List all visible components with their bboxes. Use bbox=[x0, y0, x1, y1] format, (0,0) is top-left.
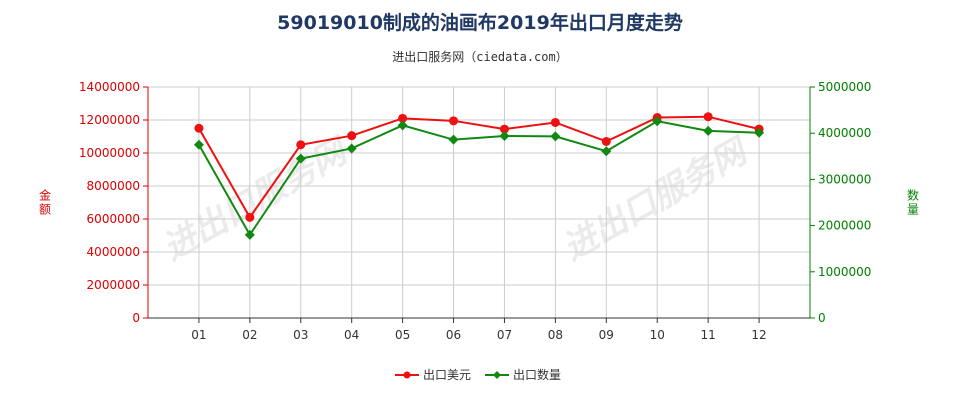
series-point-1 bbox=[499, 124, 509, 134]
watermark-text: 进出口服务网 bbox=[156, 130, 357, 269]
axis-layer: 0200000040000006000000800000010000000120… bbox=[39, 80, 919, 342]
series-line-1 bbox=[198, 115, 760, 220]
series-point-2 bbox=[703, 125, 714, 136]
left-tick-label: 2000000 bbox=[87, 278, 140, 292]
series-point-2 bbox=[244, 229, 255, 240]
left-tick-label: 6000000 bbox=[87, 212, 140, 226]
series-point-2 bbox=[397, 120, 408, 131]
x-tick-label: 10 bbox=[650, 328, 665, 342]
left-tick-label: 4000000 bbox=[87, 245, 140, 259]
series-point-1 bbox=[245, 212, 255, 222]
series-layer bbox=[193, 112, 765, 240]
right-tick-label: 2000000 bbox=[818, 219, 871, 233]
x-tick-label: 05 bbox=[395, 328, 410, 342]
series-point-2 bbox=[499, 130, 510, 141]
x-tick-label: 07 bbox=[497, 328, 512, 342]
series-point-1 bbox=[347, 131, 357, 141]
legend-label-2: 出口数量 bbox=[513, 367, 561, 382]
chart-subtitle: 进出口服务网（ciedata.com） bbox=[392, 50, 568, 64]
series-point-1 bbox=[449, 116, 459, 126]
x-tick-label: 09 bbox=[599, 328, 614, 342]
watermark-layer: 进出口服务网 进出口服务网 bbox=[156, 130, 757, 269]
right-tick-label: 5000000 bbox=[818, 80, 871, 94]
chart-title: 59019010制成的油画布2019年出口月度走势 bbox=[277, 12, 683, 34]
right-tick-label: 3000000 bbox=[818, 172, 871, 186]
right-axis-title-char: 数 bbox=[907, 188, 919, 203]
left-tick-label: 8000000 bbox=[87, 179, 140, 193]
legend-marker-1 bbox=[403, 371, 411, 379]
x-tick-label: 08 bbox=[548, 328, 563, 342]
series-point-1 bbox=[601, 136, 611, 146]
legend-label-1: 出口美元 bbox=[423, 368, 471, 382]
right-axis-title: 数量 bbox=[907, 188, 919, 217]
x-tick-label: 04 bbox=[344, 328, 359, 342]
x-tick-label: 11 bbox=[701, 328, 716, 342]
right-tick-label: 4000000 bbox=[818, 126, 871, 140]
right-axis-title-char: 量 bbox=[907, 203, 919, 217]
x-tick-label: 01 bbox=[191, 328, 206, 342]
series-point-2 bbox=[346, 143, 357, 154]
series-point-1 bbox=[703, 112, 713, 122]
left-axis-title: 金额 bbox=[39, 188, 51, 217]
x-tick-label: 02 bbox=[242, 328, 257, 342]
legend-marker-2 bbox=[493, 371, 501, 379]
x-tick-label: 06 bbox=[446, 328, 461, 342]
watermark-text: 进出口服务网 bbox=[556, 130, 757, 269]
series-point-2 bbox=[295, 153, 306, 164]
series-line-2 bbox=[198, 120, 760, 237]
left-axis-title-char: 额 bbox=[39, 203, 51, 217]
series-point-2 bbox=[193, 139, 204, 150]
left-tick-label: 14000000 bbox=[79, 80, 140, 94]
series-point-2 bbox=[448, 134, 459, 145]
left-axis-title-char: 金 bbox=[39, 188, 51, 203]
series-point-2 bbox=[754, 127, 765, 138]
series-point-1 bbox=[550, 117, 560, 127]
series-point-2 bbox=[652, 116, 663, 127]
x-tick-label: 03 bbox=[293, 328, 308, 342]
left-tick-label: 12000000 bbox=[79, 113, 140, 127]
x-tick-label: 12 bbox=[751, 328, 766, 342]
series-point-2 bbox=[550, 131, 561, 142]
legend: 出口美元 出口数量 bbox=[395, 367, 561, 382]
series-point-2 bbox=[601, 146, 612, 157]
series-point-1 bbox=[398, 113, 408, 123]
left-tick-label: 0 bbox=[132, 311, 140, 325]
right-tick-label: 1000000 bbox=[818, 265, 871, 279]
series-point-1 bbox=[194, 123, 204, 133]
right-tick-label: 0 bbox=[818, 311, 826, 325]
series-point-1 bbox=[296, 140, 306, 150]
left-tick-label: 10000000 bbox=[79, 146, 140, 160]
